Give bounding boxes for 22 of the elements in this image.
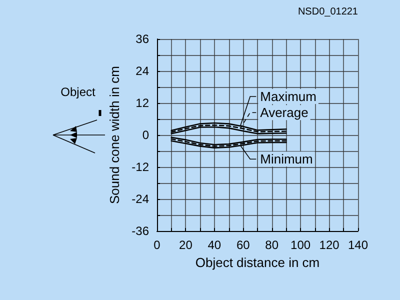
y-tick-label: 12 (136, 96, 150, 110)
x-tick-label: 80 (265, 238, 279, 252)
y-tick-label: 0 (142, 128, 150, 142)
x-tick-label: 0 (154, 238, 161, 252)
x-tick-label: 20 (179, 238, 193, 252)
x-tick-label: 100 (290, 238, 311, 252)
y-tick-label: 24 (136, 64, 150, 78)
x-tick-label: 140 (348, 238, 368, 252)
text: NSD0_01221 (298, 6, 358, 18)
text: Object (60, 85, 96, 99)
y-tick-label: -36 (132, 224, 150, 238)
text: Maximum (260, 88, 316, 104)
y-tick-label: -12 (132, 160, 150, 174)
x-tick-label: 40 (208, 238, 222, 252)
x-axis-title: Object distance in cm (195, 254, 320, 270)
x-tick-label: 120 (319, 238, 340, 252)
y-tick-label: -24 (132, 192, 150, 206)
legend-label: Minimum (260, 152, 313, 167)
y-axis-title: Sound cone width in cm (106, 66, 122, 204)
legend-label: Average (260, 105, 308, 120)
y-tick-label: 36 (136, 32, 150, 46)
x-tick-label: 60 (236, 238, 250, 252)
